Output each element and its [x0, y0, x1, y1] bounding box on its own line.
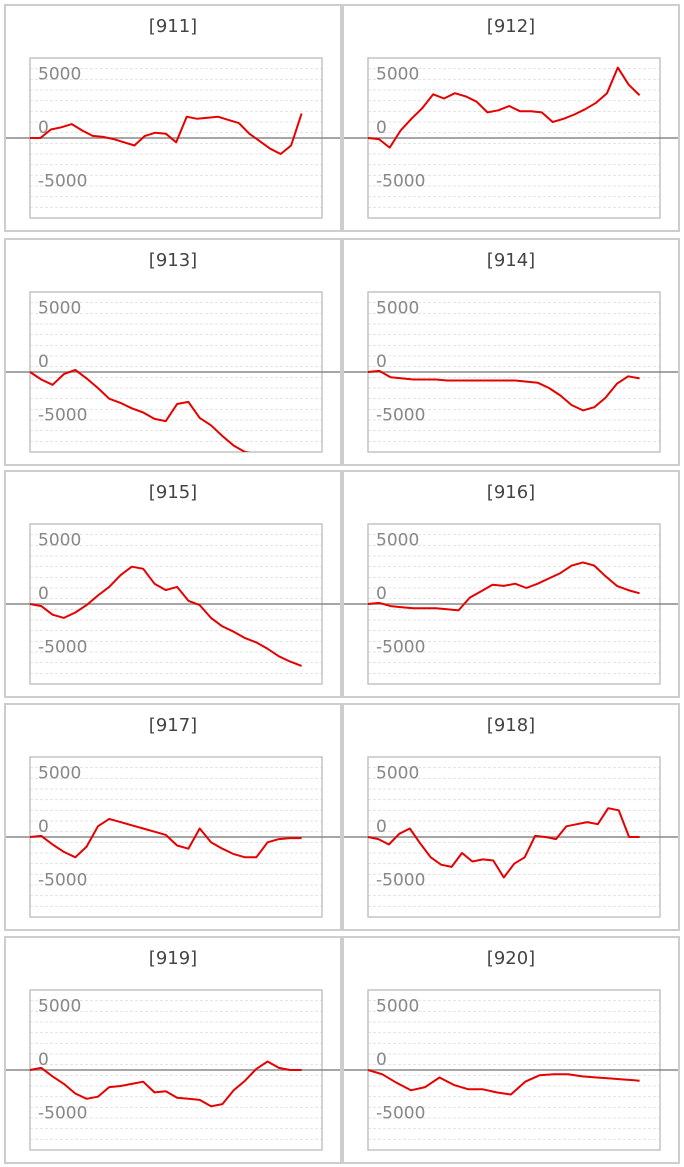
chart-svg: 5000 0 -5000: [6, 523, 340, 685]
y-tick-label: 0: [376, 817, 387, 837]
y-tick-label: -5000: [38, 637, 87, 657]
series-line: [367, 807, 640, 879]
chart-panel: [915] 5000 0 -5000: [4, 470, 342, 698]
chart-panel: [913] 5000 0 -5000: [4, 238, 342, 466]
y-tick-label: 5000: [376, 531, 419, 551]
chart-panel: [920] 5000 0 -5000: [342, 936, 680, 1164]
y-tick-label: -5000: [376, 405, 425, 425]
y-tick-label: -5000: [376, 171, 425, 191]
chart-svg: 5000 0 -5000: [6, 756, 340, 918]
chart-title: [915]: [148, 482, 198, 503]
series-line: [367, 1069, 640, 1096]
y-tick-label: 5000: [38, 764, 81, 784]
y-tick-label: 5000: [376, 65, 419, 85]
series-line: [367, 369, 640, 412]
chart-svg: 5000 0 -5000: [344, 756, 678, 918]
chart-svg: 5000 0 -5000: [6, 989, 340, 1151]
chart-svg: 5000 0 -5000: [344, 989, 678, 1151]
y-tick-label: 5000: [38, 299, 81, 319]
chart-title: [920]: [486, 948, 536, 969]
series-line: [30, 113, 303, 155]
y-tick-label: -5000: [38, 171, 87, 191]
series-line: [29, 565, 302, 667]
series-line: [367, 66, 641, 149]
y-tick-label: -5000: [376, 1103, 425, 1123]
chart-panel: [918] 5000 0 -5000: [342, 703, 680, 931]
y-tick-label: 0: [376, 118, 387, 138]
chart-title: [911]: [148, 16, 198, 37]
chart-panel: [912] 5000 0 -5000: [342, 4, 680, 232]
chart-title: [917]: [148, 715, 198, 736]
y-tick-label: 5000: [376, 997, 419, 1017]
y-tick-label: 0: [38, 352, 49, 372]
series-line: [29, 817, 302, 859]
y-tick-label: 5000: [38, 997, 81, 1017]
chart-title: [919]: [148, 948, 198, 969]
y-tick-label: -5000: [38, 1103, 87, 1123]
series-line: [29, 1060, 302, 1108]
chart-panel: [916] 5000 0 -5000: [342, 470, 680, 698]
chart-svg: 5000 0 -5000: [344, 291, 678, 453]
y-tick-label: -5000: [376, 637, 425, 657]
y-tick-label: 5000: [38, 65, 81, 85]
y-tick-label: -5000: [38, 870, 87, 890]
y-tick-label: 0: [38, 1050, 49, 1070]
chart-svg: 5000 0 -5000: [6, 291, 340, 453]
series-line: [367, 561, 640, 612]
series-line: [29, 368, 251, 452]
y-tick-label: 0: [376, 584, 387, 604]
chart-panel: [914] 5000 0 -5000: [342, 238, 680, 466]
y-tick-label: -5000: [376, 870, 425, 890]
y-tick-label: 0: [38, 584, 49, 604]
chart-svg: 5000 0 -5000: [344, 57, 678, 219]
y-tick-label: 5000: [38, 531, 81, 551]
y-tick-label: -5000: [38, 405, 87, 425]
chart-panel: [911] 5000 0 -5000: [4, 4, 342, 232]
y-tick-label: 5000: [376, 764, 419, 784]
y-tick-label: 5000: [376, 299, 419, 319]
chart-title: [914]: [486, 250, 536, 271]
chart-panel: [917] 5000 0 -5000: [4, 703, 342, 931]
y-tick-label: 0: [38, 817, 49, 837]
chart-title: [916]: [486, 482, 536, 503]
y-tick-label: 0: [38, 118, 49, 138]
y-tick-label: 0: [376, 352, 387, 372]
chart-svg: 5000 0 -5000: [344, 523, 678, 685]
chart-title: [912]: [486, 16, 536, 37]
chart-title: [913]: [148, 250, 198, 271]
chart-title: [918]: [486, 715, 536, 736]
chart-panel: [919] 5000 0 -5000: [4, 936, 342, 1164]
chart-svg: 5000 0 -5000: [6, 57, 340, 219]
y-tick-label: 0: [376, 1050, 387, 1070]
